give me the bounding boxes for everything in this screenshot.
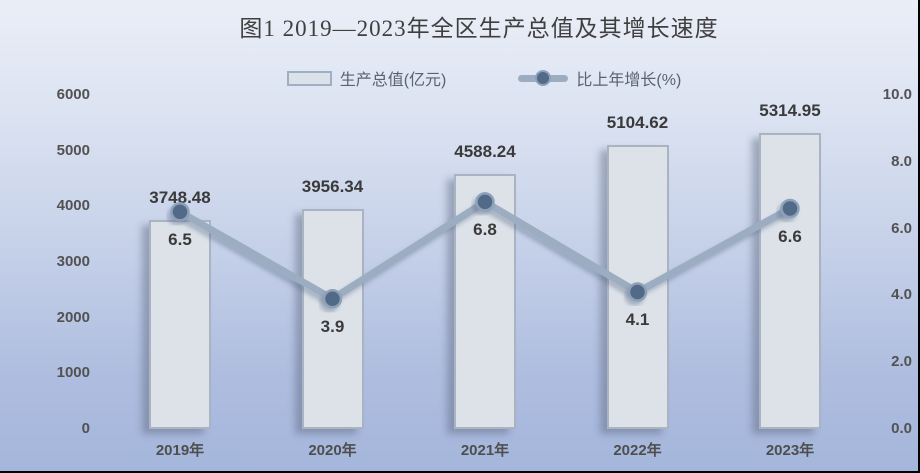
bar-gdp: [454, 173, 516, 429]
legend-item-gdp: 生产总值(亿元): [286, 66, 447, 90]
legend: 生产总值(亿元) 比上年增长(%): [0, 66, 918, 90]
chart-title: 图1 2019—2023年全区生产总值及其增长速度: [239, 16, 719, 41]
y-axis-tick-left: 1000: [56, 364, 90, 382]
x-axis-label: 2022年: [613, 442, 662, 459]
y-axis-tick-right: 10.0: [882, 86, 912, 103]
y-axis-tick-right: 8.0: [891, 152, 912, 170]
legend-item-growth: 比上年增长(%): [518, 66, 681, 90]
bar-gdp: [606, 144, 669, 429]
y-axis-tick-left: 2000: [56, 308, 90, 326]
bar-value-label: 3748.48: [149, 188, 211, 208]
bar-value-label: 3956.34: [301, 176, 364, 196]
growth-value-label: 4.1: [625, 310, 650, 330]
growth-value-label: 3.9: [320, 316, 345, 336]
y-axis-tick-left: 3000: [56, 253, 90, 270]
y-axis-tick-right: 6.0: [891, 219, 912, 237]
x-axis-label: 2023年: [765, 442, 815, 459]
growth-value-label: 6.5: [168, 229, 192, 249]
growth-value-label: 6.8: [473, 219, 497, 239]
x-axis-label: 2021年: [460, 442, 510, 459]
y-axis-tick-right: 4.0: [891, 286, 912, 304]
x-axis-label: 2019年: [155, 442, 205, 459]
legend-label-gdp: 生产总值(亿元): [339, 72, 447, 89]
y-axis-tick-left: 4000: [56, 197, 90, 215]
bar-swatch-icon: [286, 70, 332, 86]
bar-gdp: [149, 220, 211, 429]
x-axis-label: 2020年: [308, 442, 357, 459]
line-dot-swatch-icon: [518, 70, 569, 86]
y-axis-tick-left: 5000: [56, 141, 90, 159]
line-marker-dot-icon: [535, 70, 552, 86]
y-axis-tick-left: 6000: [56, 86, 90, 103]
y-axis-tick-right: 0.0: [891, 420, 912, 437]
bar-value-label: 5104.62: [606, 112, 669, 132]
y-axis-tick-right: 2.0: [891, 353, 912, 371]
legend-label-growth: 比上年增长(%): [576, 72, 682, 89]
growth-value-label: 6.6: [778, 226, 802, 246]
bar-value-label: 5314.95: [759, 101, 821, 121]
y-axis-tick-left: 0: [81, 420, 90, 437]
bar-value-label: 4588.24: [454, 141, 516, 161]
bar-gdp: [759, 133, 821, 429]
